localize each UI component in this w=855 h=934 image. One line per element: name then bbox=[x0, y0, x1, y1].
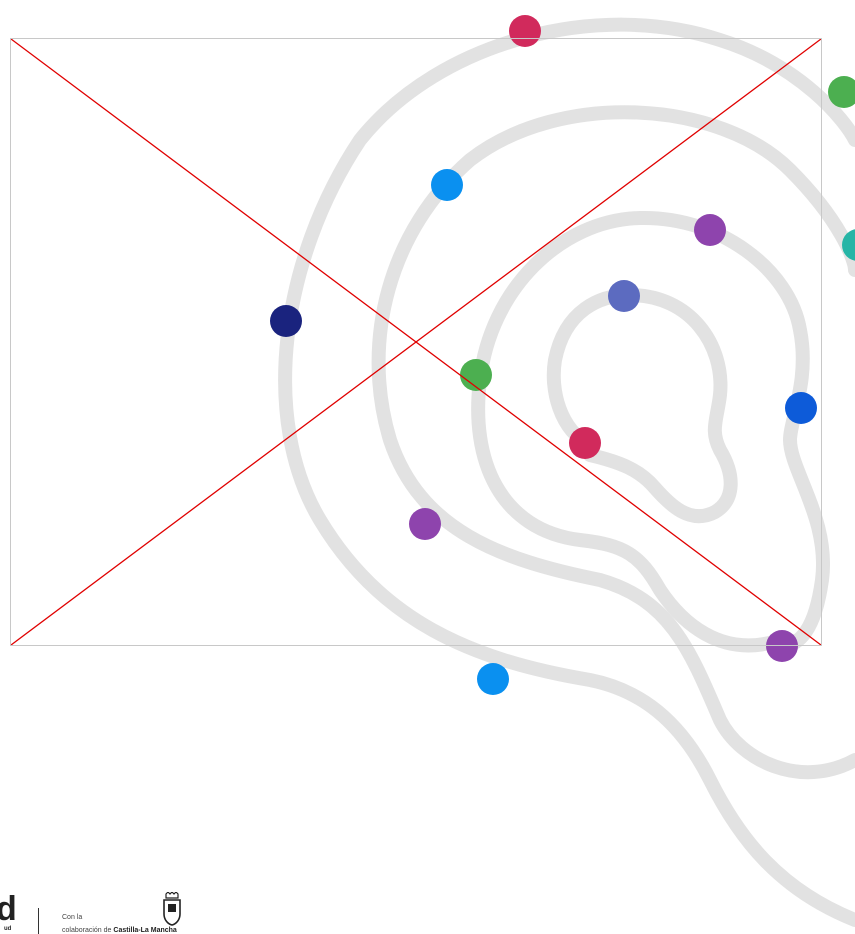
dot-purple-lower-left bbox=[409, 508, 441, 540]
broken-image-cross-icon bbox=[11, 39, 821, 645]
dot-purple-upper bbox=[694, 214, 726, 246]
dot-navy-left bbox=[270, 305, 302, 337]
footer-logos: d ud Con la colaboración de Castilla-La … bbox=[0, 892, 300, 934]
image-placeholder bbox=[10, 38, 822, 646]
footer-divider bbox=[38, 908, 39, 934]
dot-crimson-inner bbox=[569, 427, 601, 459]
brand-logo: d bbox=[0, 890, 17, 928]
dot-sky-blue-bottom bbox=[477, 663, 509, 695]
spiral-ring-outer bbox=[278, 17, 855, 927]
collab-label-line1: Con la bbox=[62, 914, 83, 921]
spiral-ring-inner bbox=[546, 288, 738, 524]
brand-logo-subtext: ud bbox=[4, 926, 12, 932]
collab-label-line2: colaboración de Castilla-La Mancha bbox=[62, 927, 177, 934]
dot-teal-right bbox=[842, 229, 855, 261]
dot-purple-lower-right bbox=[766, 630, 798, 662]
dot-royal-blue-right bbox=[785, 392, 817, 424]
partner-name: Castilla-La Mancha bbox=[113, 927, 177, 934]
dot-green-center bbox=[460, 359, 492, 391]
coat-of-arms-icon bbox=[163, 892, 181, 926]
dot-crimson-top bbox=[509, 15, 541, 47]
spiral-dots bbox=[270, 15, 855, 695]
spiral-ring-second bbox=[371, 105, 855, 780]
dot-sky-blue-upper bbox=[431, 169, 463, 201]
dot-indigo-inner bbox=[608, 280, 640, 312]
spiral-ring-third bbox=[471, 210, 831, 655]
dot-green-right bbox=[828, 76, 855, 108]
collab-prefix: colaboración de bbox=[62, 927, 112, 934]
